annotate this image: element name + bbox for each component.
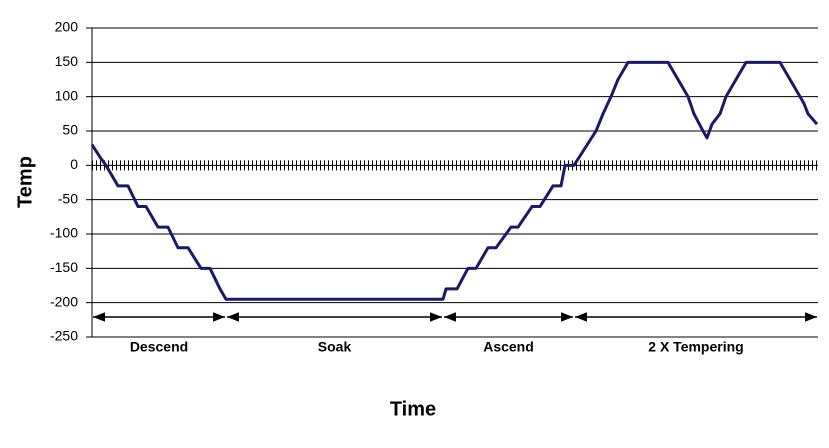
data-line [90,60,819,301]
y-tick-label: 50 [62,122,78,138]
y-tick-label: 150 [55,53,79,69]
y-tick-label: -100 [50,225,78,241]
y-tick-label: 0 [70,156,78,172]
phase-label: 2 X Tempering [648,339,743,355]
x-axis-label: Time [390,398,436,420]
y-tick-label: -150 [50,259,78,275]
phase-label: Descend [130,339,188,355]
y-tick-label: -50 [58,190,78,206]
phase-label: Soak [318,339,352,355]
phase-label: Ascend [483,339,534,355]
y-tick-label: -200 [50,293,78,309]
y-tick-label: 100 [55,87,79,103]
y-axis-label: Temp [14,156,36,208]
y-tick-label: 200 [55,19,79,35]
y-tick-label: -250 [50,328,78,344]
